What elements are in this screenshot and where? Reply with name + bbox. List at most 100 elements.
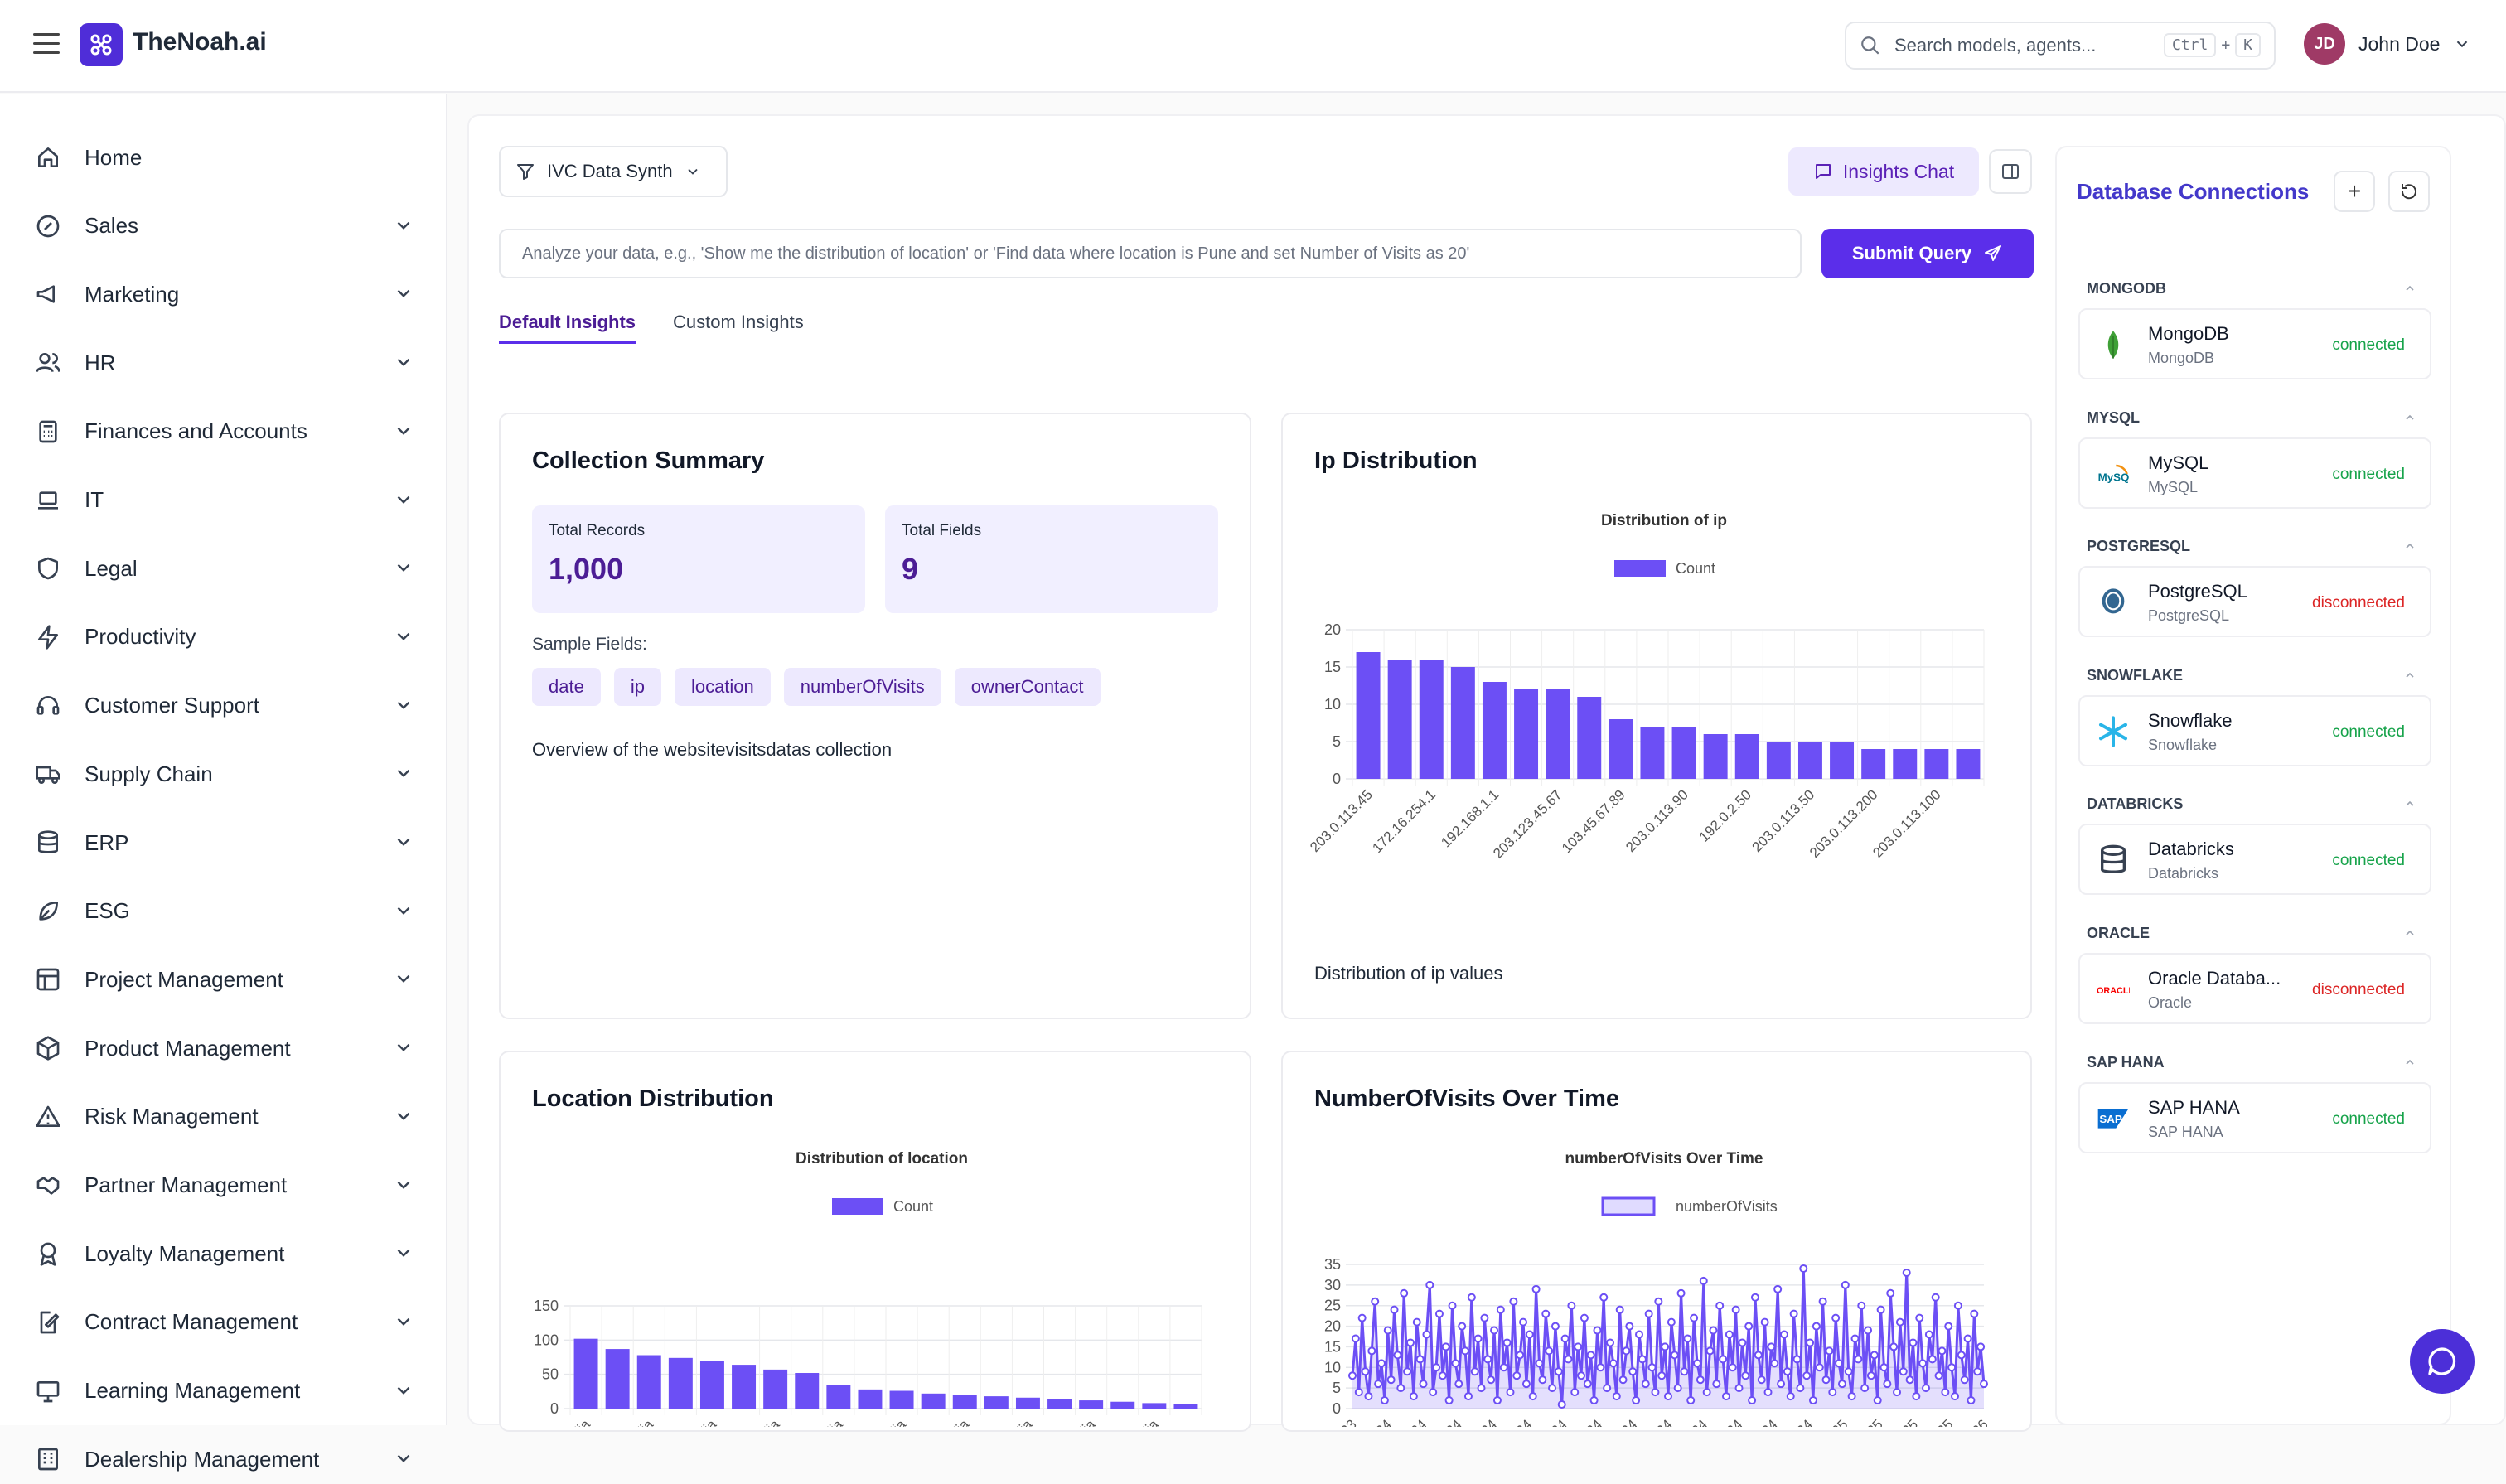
y-tick-label: 30 [1324, 1277, 1341, 1293]
toggle-panel-button[interactable] [1989, 149, 2032, 194]
chevron-down-icon[interactable] [393, 831, 414, 853]
x-tick-label: 24 [1653, 1416, 1676, 1427]
tab-custom-insights[interactable]: Custom Insights [673, 312, 804, 332]
chevron-up-icon[interactable] [2403, 411, 2416, 427]
tab-default-insights[interactable]: Default Insights [499, 312, 636, 344]
chevron-down-icon[interactable] [393, 1311, 414, 1332]
query-input[interactable]: Analyze your data, e.g., 'Show me the di… [499, 229, 1802, 278]
db-group-label[interactable]: MYSQL [2087, 408, 2141, 426]
chevron-up-icon[interactable] [2403, 926, 2416, 942]
chevron-up-icon[interactable] [2403, 539, 2416, 555]
data-point [1615, 1305, 1624, 1314]
chevron-down-icon[interactable] [393, 557, 414, 578]
insights-chat-button[interactable]: Insights Chat [1788, 147, 1979, 196]
db-connection-mongodb[interactable]: MongoDB MongoDB connected [2078, 308, 2431, 379]
chevron-down-icon[interactable] [393, 1174, 414, 1196]
db-connection-databricks[interactable]: Databricks Databricks connected [2078, 824, 2431, 896]
add-connection-button[interactable]: + [2334, 171, 2375, 212]
hamburger-menu-icon[interactable] [33, 33, 60, 56]
sidebar-item-it[interactable]: IT [33, 476, 414, 525]
bar [1640, 727, 1665, 779]
chevron-up-icon[interactable] [2403, 797, 2416, 813]
sidebar-item-supply-chain[interactable]: Supply Chain [33, 749, 414, 799]
chevron-down-icon[interactable] [393, 351, 414, 373]
sample-fields-list: date ip location numberOfVisits ownerCon… [532, 668, 1101, 706]
sidebar-item-marketing[interactable]: Marketing [33, 269, 414, 319]
db-group-label[interactable]: DATABRICKS [2087, 795, 2184, 813]
db-connection-mysql[interactable]: MySQL MySQL MySQL connected [2078, 437, 2431, 509]
chevron-down-icon[interactable] [393, 900, 414, 921]
sidebar-item-loyalty-management[interactable]: Loyalty Management [33, 1229, 414, 1279]
chevron-down-icon[interactable] [393, 1037, 414, 1058]
sidebar-item-label: Productivity [85, 624, 196, 650]
sidebar-item-partner-management[interactable]: Partner Management [33, 1161, 414, 1211]
dataset-selector[interactable]: IVC Data Synth [499, 146, 728, 197]
data-point [1893, 1388, 1902, 1397]
leaf-icon [33, 897, 63, 926]
user-menu[interactable]: JD John Doe [2304, 23, 2471, 65]
data-point [1635, 1330, 1644, 1339]
chevron-up-icon[interactable] [2403, 669, 2416, 684]
chevron-down-icon[interactable] [393, 762, 414, 784]
mysql-logo-icon: MySQL [2097, 457, 2130, 491]
sidebar-item-risk-management[interactable]: Risk Management [33, 1092, 414, 1142]
sidebar-item-finances-and-accounts[interactable]: Finances and Accounts [33, 407, 414, 457]
refresh-button[interactable] [2388, 171, 2430, 212]
db-group-label[interactable]: SNOWFLAKE [2087, 666, 2183, 684]
building-icon [33, 1444, 63, 1474]
chevron-down-icon[interactable] [393, 489, 414, 510]
sidebar-item-customer-support[interactable]: Customer Support [33, 681, 414, 731]
x-tick-label: 25 [1864, 1416, 1886, 1427]
sidebar-item-home[interactable]: Home [33, 133, 414, 182]
visits-over-time-chart: numberOfVisits Over Time numberOfVisits 0 5… [1324, 1150, 1991, 1427]
data-point [1792, 1355, 1802, 1364]
chevron-down-icon[interactable] [393, 215, 414, 236]
chat-fab-button[interactable] [2410, 1329, 2475, 1394]
chevron-up-icon[interactable] [2403, 282, 2416, 297]
sidebar-item-dealership-management[interactable]: Dealership Management [33, 1434, 414, 1484]
chevron-down-icon[interactable] [393, 420, 414, 442]
db-group-label[interactable]: ORACLE [2087, 925, 2150, 941]
avatar[interactable]: JD [2304, 23, 2345, 65]
db-group-label[interactable]: MONGODB [2087, 280, 2166, 297]
sidebar-item-esg[interactable]: ESG [33, 887, 414, 936]
sidebar-item-hr[interactable]: HR [33, 338, 414, 388]
chevron-down-icon[interactable] [393, 1380, 414, 1401]
chevron-down-icon[interactable] [393, 1105, 414, 1127]
sidebar-item-contract-management[interactable]: Contract Management [33, 1298, 414, 1347]
chevron-down-icon[interactable] [393, 283, 414, 304]
search-input[interactable]: Search models, agents... Ctrl + K [1845, 22, 2276, 70]
chevron-up-icon[interactable] [2403, 1056, 2416, 1071]
chevron-down-icon[interactable] [393, 626, 414, 647]
sidebar-item-sales[interactable]: Sales [33, 201, 414, 251]
megaphone-icon [33, 279, 63, 309]
db-connection-postgresql[interactable]: PostgreSQL PostgreSQL disconnected [2078, 566, 2431, 638]
db-connection-snowflake[interactable]: Snowflake Snowflake connected [2078, 694, 2431, 766]
data-point [1922, 1384, 1931, 1393]
sidebar-item-project-management[interactable]: Project Management [33, 955, 414, 1004]
user-name[interactable]: John Doe [2358, 32, 2441, 55]
sidebar-item-productivity[interactable]: Productivity [33, 612, 414, 662]
sidebar-item-erp[interactable]: ERP [33, 818, 414, 868]
chevron-down-icon[interactable] [393, 968, 414, 989]
sidebar-item-product-management[interactable]: Product Management [33, 1023, 414, 1073]
db-connection-oracle[interactable]: ORACLE Oracle Databa... Oracle disconnected [2078, 953, 2431, 1024]
data-point [1419, 1380, 1428, 1389]
connection-type: SAP HANA [2148, 1123, 2223, 1140]
chevron-down-icon[interactable] [393, 1448, 414, 1469]
field-chip: date [532, 668, 601, 706]
db-group-label[interactable]: POSTGRESQL [2087, 538, 2191, 555]
chevron-down-icon[interactable] [393, 694, 414, 716]
sidebar-item-legal[interactable]: Legal [33, 544, 414, 593]
data-point [1938, 1346, 1947, 1356]
data-point [1831, 1313, 1841, 1322]
sidebar-item-learning-management[interactable]: Learning Management [33, 1366, 414, 1416]
db-group-label[interactable]: SAP HANA [2087, 1053, 2165, 1071]
app-logo-icon[interactable] [80, 23, 123, 66]
chevron-down-icon[interactable] [2453, 35, 2471, 53]
submit-query-button[interactable]: Submit Query [1821, 229, 2034, 278]
db-connection-sap-hana[interactable]: SAP SAP HANA SAP HANA connected [2078, 1081, 2431, 1153]
app-name[interactable]: TheNoah.ai [133, 28, 267, 56]
chevron-down-icon[interactable] [393, 1242, 414, 1264]
data-point [1661, 1342, 1670, 1351]
